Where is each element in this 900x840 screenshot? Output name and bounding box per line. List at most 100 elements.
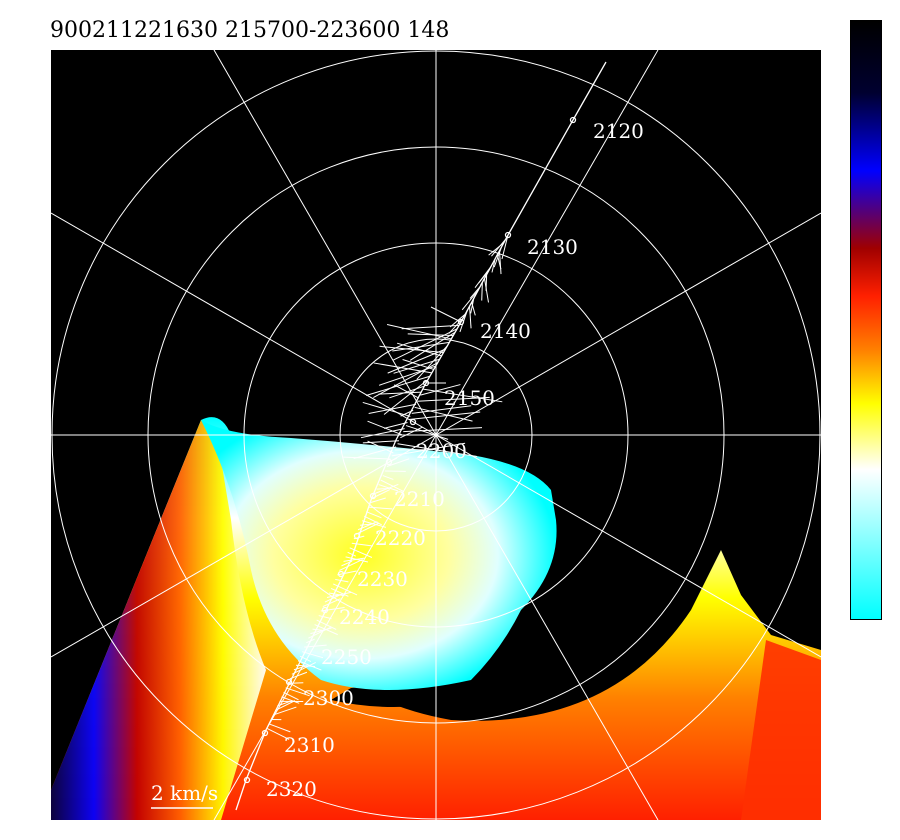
trajectory-marker <box>337 570 345 578</box>
velocity-vector <box>332 583 358 596</box>
trajectory-markers <box>243 116 577 784</box>
plot-title: 900211221630 215700-223600 148 <box>50 18 450 43</box>
velocity-vector <box>273 706 297 716</box>
time-label: 2320 <box>266 777 317 801</box>
velocity-vector <box>396 342 442 357</box>
velocity-vector <box>328 592 345 597</box>
velocity-vector <box>463 294 477 319</box>
velocity-vector <box>339 559 363 571</box>
trajectory-marker <box>243 776 251 784</box>
velocity-vector <box>291 661 316 675</box>
velocity-vector <box>368 506 393 510</box>
velocity-vector <box>362 440 399 444</box>
velocity-vector <box>374 483 399 495</box>
velocity-vector <box>403 427 483 433</box>
velocity-vector <box>366 511 382 519</box>
velocity-vector <box>481 282 483 301</box>
trajectory-marker <box>504 231 512 239</box>
velocity-vector <box>368 403 417 414</box>
velocity-vector <box>285 687 310 697</box>
velocity-vector <box>302 651 324 659</box>
velocity-vector <box>498 250 502 275</box>
trajectory-marker <box>321 606 329 614</box>
velocity-vector <box>388 457 398 463</box>
time-label: 2250 <box>321 645 372 669</box>
time-label: 2150 <box>444 386 495 410</box>
velocity-vector <box>299 655 312 662</box>
velocity-vector <box>378 365 436 386</box>
time-label: 2220 <box>375 526 426 550</box>
velocity-vector <box>367 420 402 436</box>
velocity-vector <box>361 520 387 528</box>
velocity-vector <box>383 422 408 429</box>
velocity-vector <box>367 440 394 454</box>
velocity-vector <box>337 570 357 576</box>
velocity-vector <box>347 551 357 557</box>
velocity-vector <box>405 425 449 440</box>
velocity-vector <box>287 682 304 684</box>
velocity-vector <box>409 331 456 361</box>
velocity-vector <box>417 396 490 402</box>
velocity-vector <box>308 626 331 639</box>
velocity-vector <box>349 547 373 558</box>
velocity-vector <box>355 522 380 535</box>
velocity-vector <box>416 345 448 380</box>
velocity-vector <box>469 306 472 329</box>
velocity-vector <box>380 479 405 493</box>
velocity-vector <box>478 270 490 284</box>
time-label: 2200 <box>416 439 467 463</box>
velocity-vector <box>386 324 452 340</box>
time-label: 2240 <box>339 605 390 629</box>
velocity-vector <box>397 443 478 458</box>
velocity-vector <box>266 728 290 740</box>
velocity-vector <box>400 426 423 439</box>
velocity-vector <box>400 409 414 417</box>
velocity-vector <box>379 345 444 353</box>
time-label: 2300 <box>303 686 354 710</box>
velocity-vector <box>268 723 291 733</box>
trajectory-marker <box>422 379 430 387</box>
velocity-vector <box>488 242 505 256</box>
velocity-vector <box>320 607 345 612</box>
velocity-vector <box>289 671 308 680</box>
velocity-vector <box>501 234 509 260</box>
trajectory-marker <box>409 418 417 426</box>
velocity-vector <box>316 619 337 630</box>
echo-band-right <box>741 640 821 820</box>
velocity-vector <box>469 286 481 299</box>
velocity-vector <box>402 359 434 370</box>
velocity-vector <box>484 278 489 303</box>
velocity-vector <box>335 578 349 583</box>
velocity-vector <box>360 428 405 439</box>
velocity-vector <box>387 348 446 374</box>
velocity-vector <box>408 411 481 420</box>
velocity-vector <box>496 254 502 270</box>
velocity-vector <box>491 258 496 273</box>
polar-plot: 2120 2130 2140 2150 2200 2210 2220 2230 … <box>51 50 821 820</box>
echo-lobe <box>201 420 557 690</box>
velocity-vector <box>283 691 299 701</box>
velocity-vector <box>401 324 460 330</box>
velocity-vector <box>281 696 300 704</box>
velocity-vectors <box>266 234 509 740</box>
velocity-vector <box>461 290 479 311</box>
velocity-vector <box>480 262 494 286</box>
velocity-vector <box>343 456 391 460</box>
velocity-vector <box>353 446 397 460</box>
velocity-vector <box>393 358 440 374</box>
velocity-vector <box>394 384 420 399</box>
velocity-vector <box>293 665 308 671</box>
velocity-vector <box>378 484 399 492</box>
color-scale-bar <box>850 20 882 620</box>
time-label: 2310 <box>284 733 335 757</box>
velocity-vector <box>414 406 473 422</box>
time-label: 2230 <box>357 567 408 591</box>
velocity-vector <box>378 391 422 395</box>
velocity-vector <box>420 384 461 396</box>
velocity-vector <box>391 442 466 457</box>
velocity-vector <box>312 628 323 631</box>
velocity-vector <box>392 341 450 352</box>
velocity-vector <box>365 375 431 396</box>
velocity-vector <box>373 362 438 398</box>
velocity-vector <box>330 588 349 597</box>
